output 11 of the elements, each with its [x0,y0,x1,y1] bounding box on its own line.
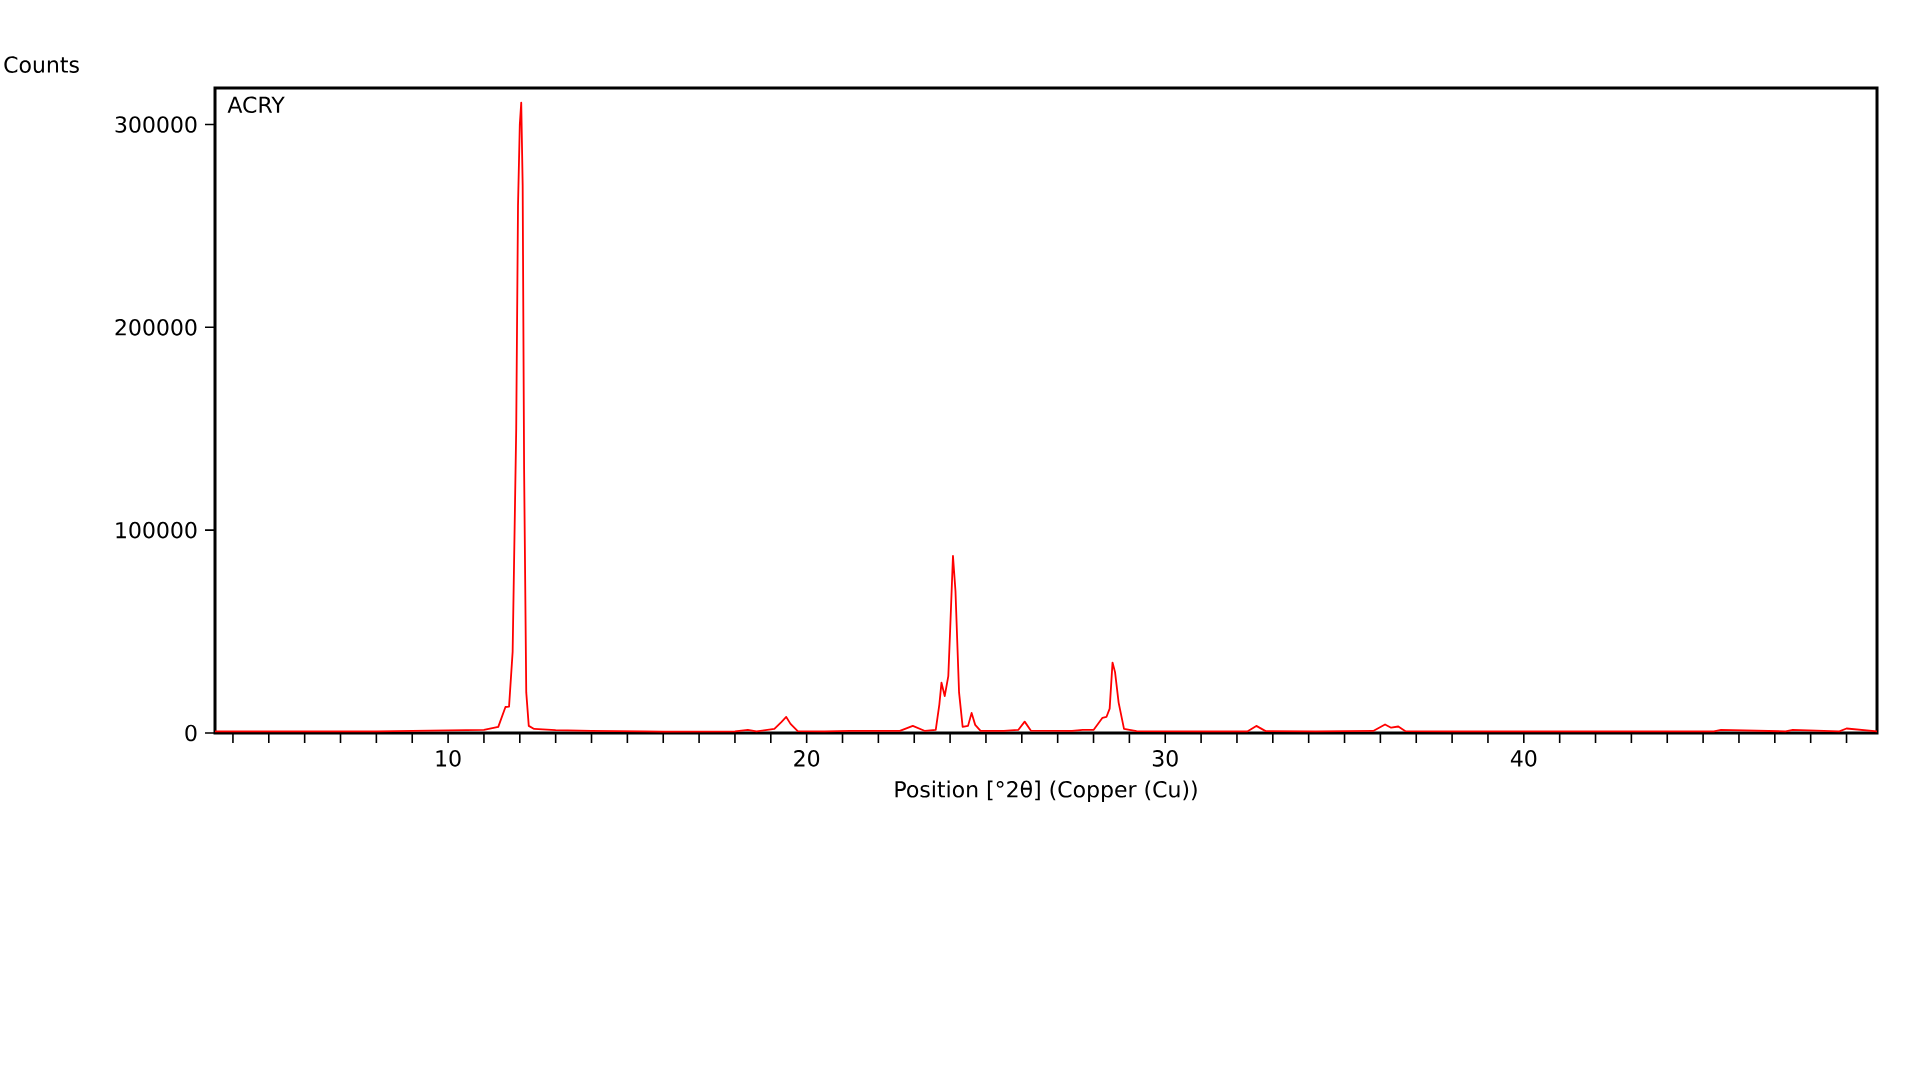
y-tick-label: 0 [185,724,197,742]
x-tick-label: 30 [1152,750,1178,767]
y-tick-label: 200000 [115,319,197,336]
y-axis-title: Counts [4,56,79,73]
y-tick-label: 300000 [115,116,197,133]
y-tick-label: 100000 [116,521,197,539]
x-tick-label: 20 [794,750,820,767]
annotation: ACRY [227,96,285,114]
x-tick-label: 10 [436,750,461,767]
x-axis-title: Position [°2θ] (Copper (Cu)) [895,780,1197,802]
x-tick-label: 40 [1510,750,1537,767]
